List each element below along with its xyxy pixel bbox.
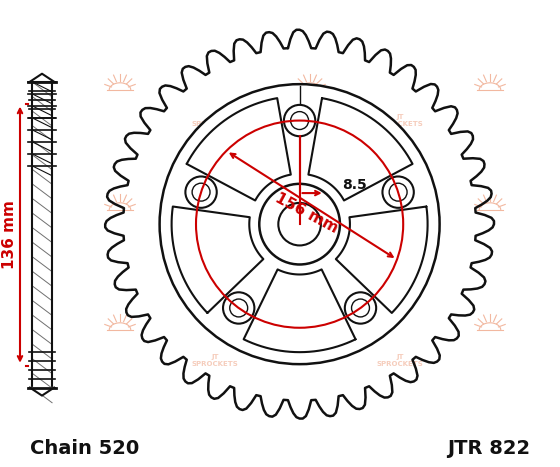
Text: 156 mm: 156 mm [273,191,340,236]
Polygon shape [244,269,356,352]
Polygon shape [309,98,413,200]
Circle shape [389,183,407,201]
Text: JT
SPROCKETS: JT SPROCKETS [192,234,239,247]
Circle shape [278,203,321,246]
Circle shape [284,105,315,136]
Polygon shape [30,388,54,396]
Text: 136 mm: 136 mm [2,200,17,269]
Polygon shape [186,98,291,200]
Text: JT
SPROCKETS: JT SPROCKETS [192,113,239,127]
Polygon shape [171,206,263,313]
Circle shape [160,84,440,364]
Circle shape [345,292,376,324]
Polygon shape [30,74,54,82]
Text: JTR 822: JTR 822 [447,439,530,459]
Circle shape [382,177,414,208]
Circle shape [230,299,248,317]
Circle shape [192,183,210,201]
Text: JT
SPROCKETS: JT SPROCKETS [377,234,423,247]
Circle shape [259,184,340,264]
Polygon shape [336,206,428,313]
Circle shape [223,292,254,324]
Text: JT
SPROCKETS: JT SPROCKETS [192,354,239,367]
Circle shape [352,299,370,317]
Text: 8.5: 8.5 [343,178,367,192]
Text: JT
SPROCKETS: JT SPROCKETS [377,113,423,127]
Circle shape [185,177,217,208]
Bar [32,82,52,388]
Text: JT
SPROCKETS: JT SPROCKETS [377,354,423,367]
Circle shape [291,112,309,129]
Text: Chain 520: Chain 520 [30,439,139,459]
